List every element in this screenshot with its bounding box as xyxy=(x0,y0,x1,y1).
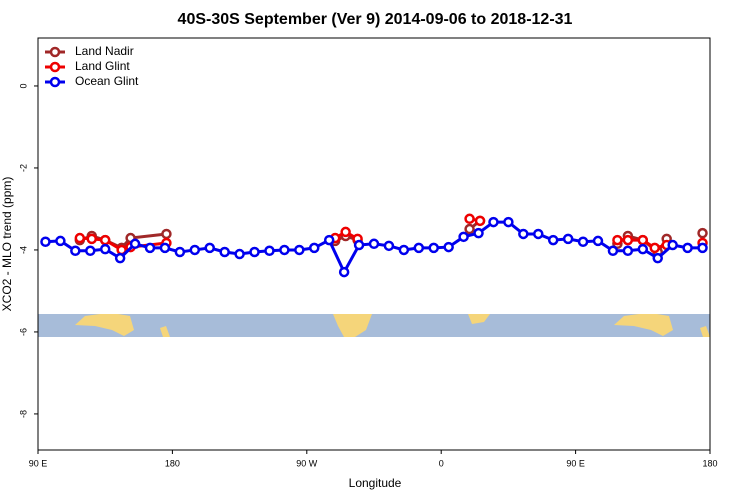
point xyxy=(443,241,454,253)
point xyxy=(129,238,141,250)
x-tick-label: 90 W xyxy=(296,458,318,468)
point xyxy=(309,242,320,254)
point xyxy=(204,242,215,254)
x-tick-label: 90 E xyxy=(29,458,48,468)
point xyxy=(667,239,678,251)
legend-label: Land Glint xyxy=(75,59,130,73)
y-tick-label: -8 xyxy=(18,410,28,418)
point xyxy=(637,234,649,246)
point xyxy=(159,242,171,254)
point xyxy=(340,226,351,238)
point xyxy=(577,236,589,247)
plot-frame xyxy=(37,37,711,451)
point xyxy=(697,227,708,239)
x-tick-label: 0 xyxy=(439,458,444,468)
y-tick-label: -4 xyxy=(18,246,28,254)
legend-marker xyxy=(49,46,61,58)
point xyxy=(464,213,475,225)
point xyxy=(649,242,660,254)
point xyxy=(473,227,484,239)
legend-marker xyxy=(49,76,61,88)
point xyxy=(622,234,634,246)
point xyxy=(562,233,574,245)
y-tick-label: -6 xyxy=(18,328,28,336)
point xyxy=(174,246,186,258)
point xyxy=(383,240,395,252)
point xyxy=(518,228,529,240)
point xyxy=(219,246,230,258)
point xyxy=(85,245,96,257)
x-tick-label: 180 xyxy=(165,458,180,468)
point xyxy=(503,216,514,228)
legend-marker xyxy=(49,61,61,73)
point xyxy=(413,242,425,254)
point xyxy=(488,216,499,228)
point xyxy=(234,248,245,260)
legend-label: Ocean Glint xyxy=(75,74,139,88)
point xyxy=(637,243,649,255)
legend-label: Land Nadir xyxy=(75,44,134,58)
point xyxy=(86,233,98,245)
x-tick-label: 180 xyxy=(702,458,717,468)
point xyxy=(40,236,51,247)
point xyxy=(161,228,172,240)
point xyxy=(99,243,111,255)
point xyxy=(323,234,335,246)
point xyxy=(547,234,559,246)
point xyxy=(652,252,663,264)
point xyxy=(114,252,126,264)
point xyxy=(622,245,634,257)
point xyxy=(144,242,156,254)
point xyxy=(428,242,439,254)
point xyxy=(474,215,486,227)
point xyxy=(398,244,410,256)
point xyxy=(368,238,380,250)
point xyxy=(682,242,693,254)
y-axis-label: XCO2 - MLO trend (ppm) xyxy=(0,177,14,312)
point xyxy=(189,244,201,256)
point xyxy=(279,244,290,256)
point xyxy=(70,245,81,257)
point xyxy=(612,234,623,246)
map-band xyxy=(38,314,710,337)
point xyxy=(353,239,365,251)
point xyxy=(697,242,708,254)
y-tick-label: -2 xyxy=(18,164,28,172)
point xyxy=(464,223,475,235)
x-tick-label: 90 E xyxy=(566,458,585,468)
point xyxy=(607,245,619,257)
point xyxy=(338,266,350,278)
point xyxy=(99,234,111,246)
point xyxy=(55,235,66,247)
point xyxy=(294,244,305,256)
y-tick-label: 0 xyxy=(18,83,28,88)
chart-title: 40S-30S September (Ver 9) 2014-09-06 to … xyxy=(178,11,573,28)
point xyxy=(458,231,469,243)
point xyxy=(249,246,260,258)
point xyxy=(74,232,86,244)
point xyxy=(592,235,604,247)
point xyxy=(533,228,544,240)
x-axis-label: Longitude xyxy=(349,476,402,490)
point xyxy=(264,245,275,257)
